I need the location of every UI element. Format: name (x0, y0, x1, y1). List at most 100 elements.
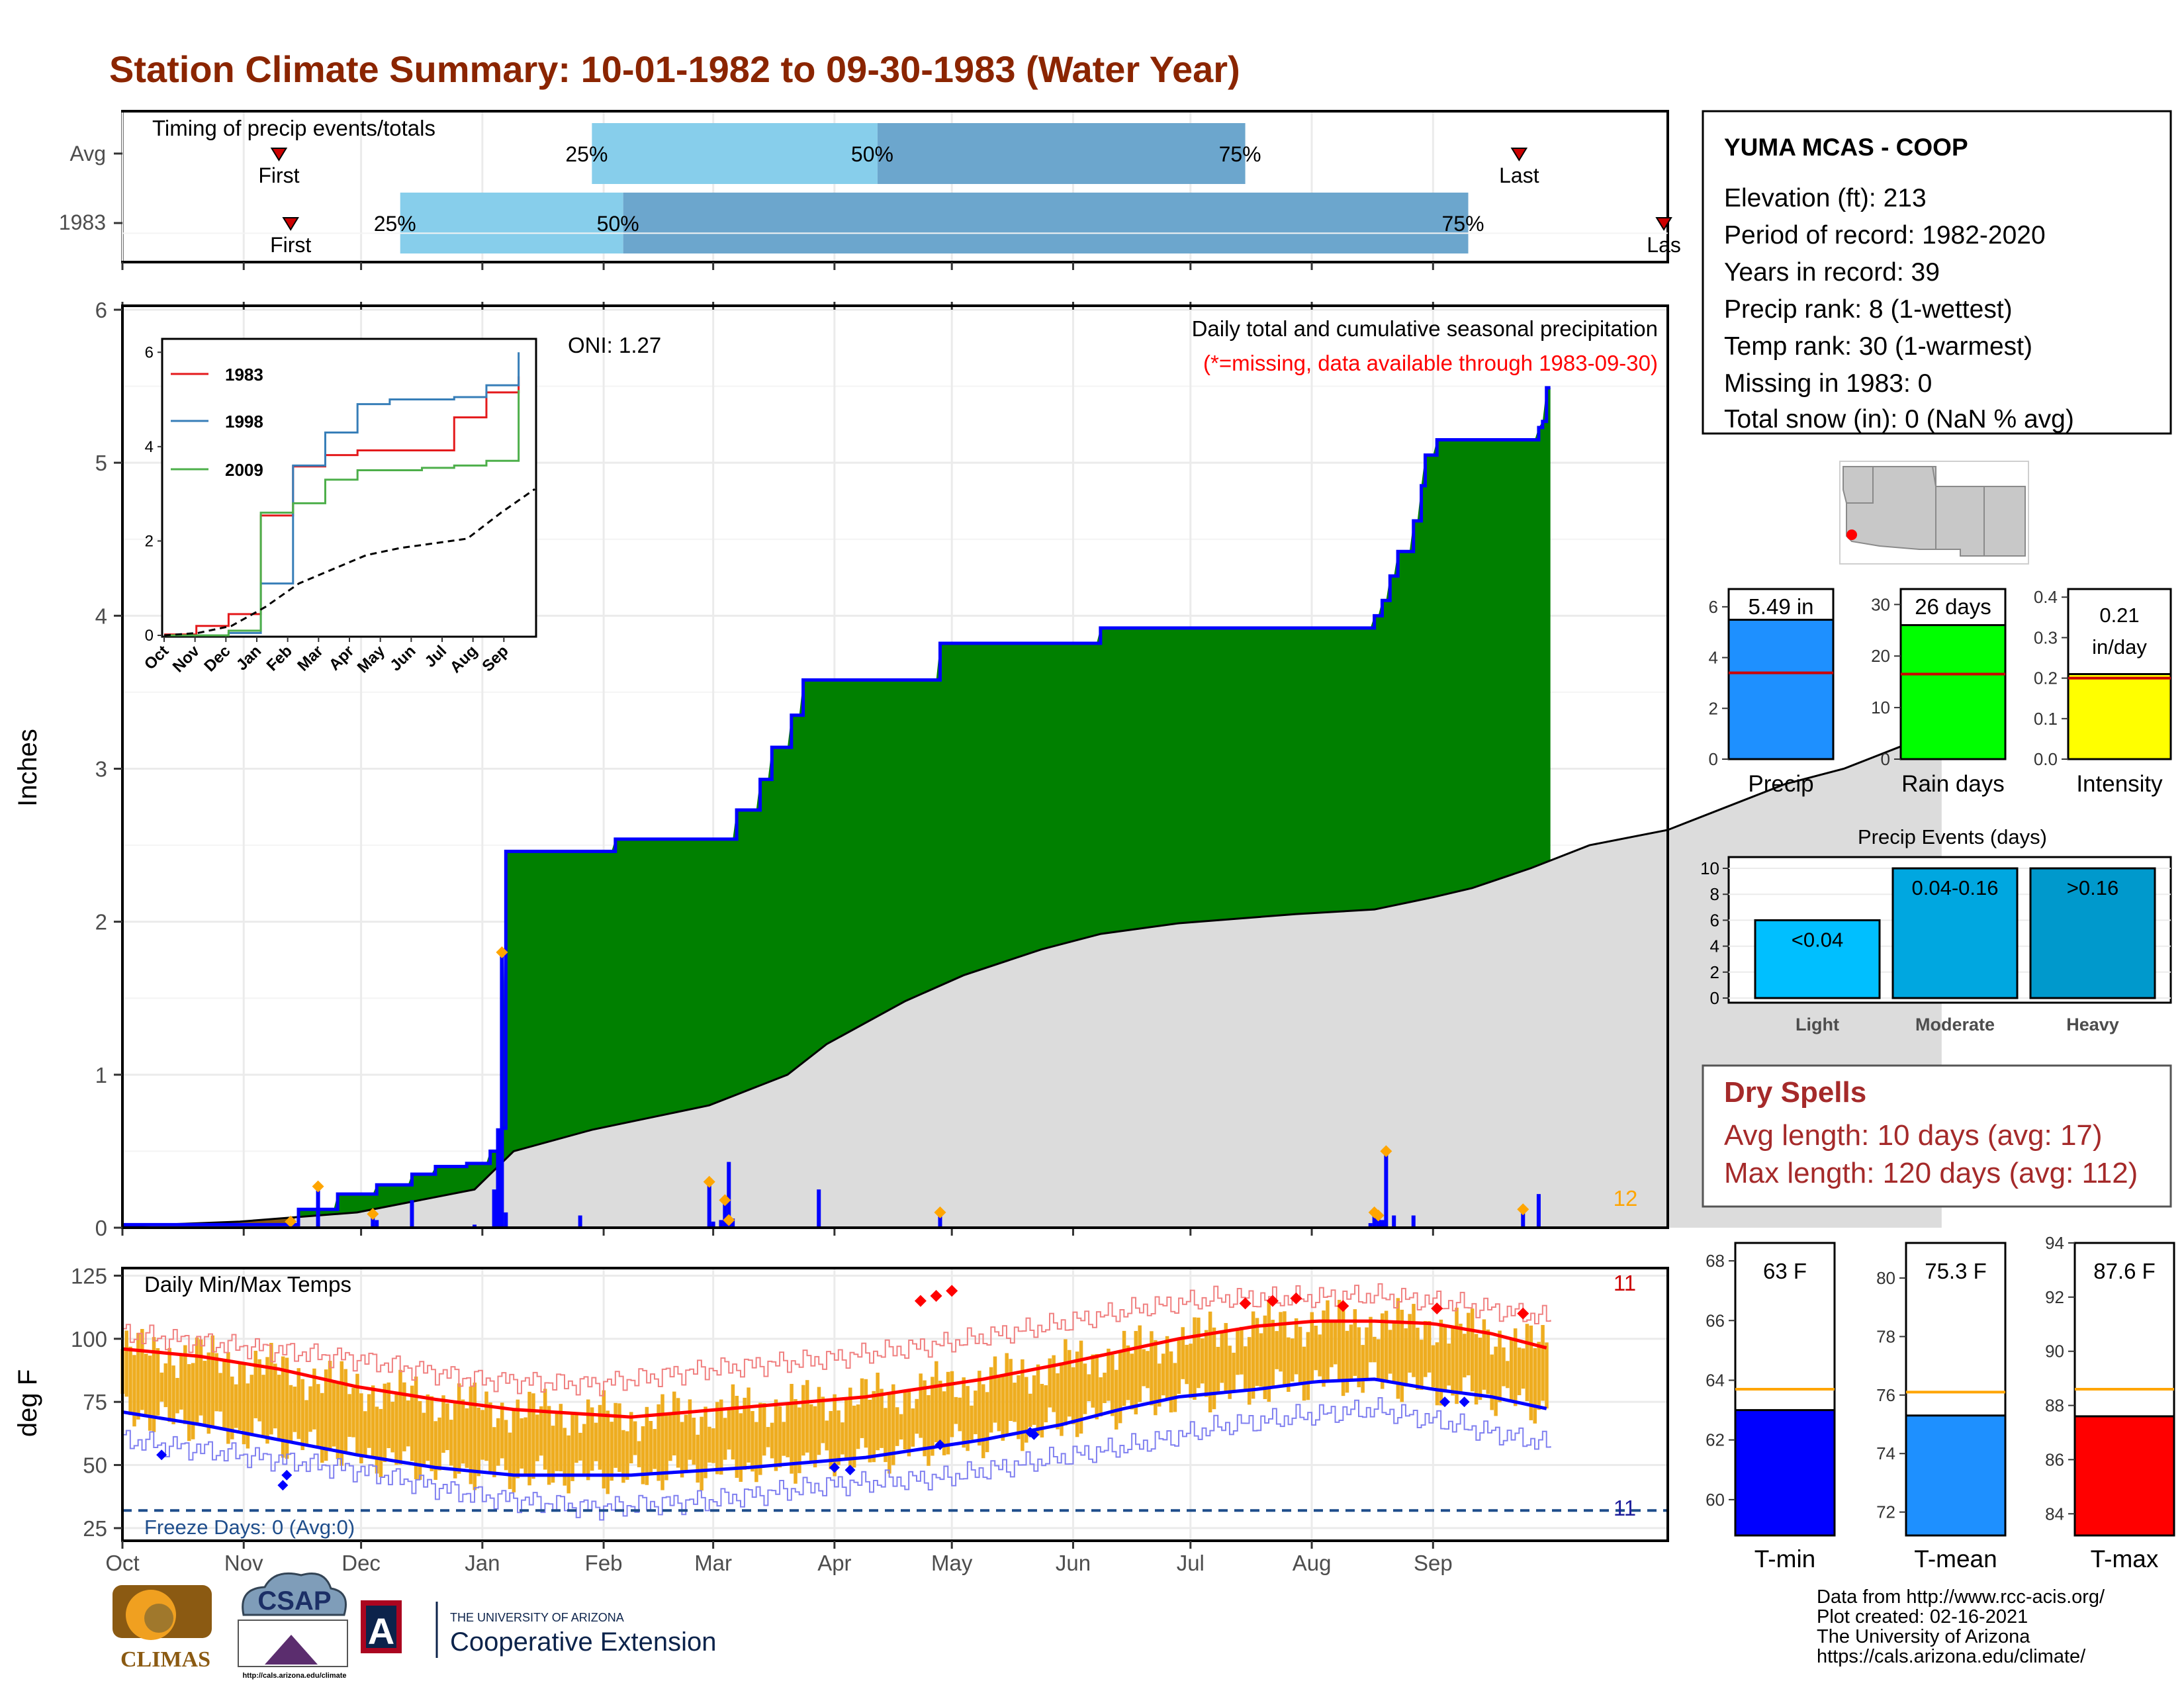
daily-temp-bar (1193, 1317, 1197, 1400)
daily-temp-bar (308, 1386, 312, 1432)
daily-temp-bar (1478, 1338, 1482, 1400)
daily-temp-bar (590, 1407, 594, 1471)
daily-precip-marker (719, 1194, 731, 1207)
daily-temp-bar (551, 1426, 555, 1483)
daily-temp-bar (477, 1407, 480, 1477)
daily-temp-bar (770, 1422, 774, 1459)
ua-logo-letter: A (368, 1610, 394, 1652)
daily-temp-bar (488, 1402, 492, 1475)
station-info-frame (1702, 110, 2172, 435)
daily-temp-bar (602, 1390, 606, 1488)
events-bar-moderate (1891, 867, 2019, 999)
daily-temp-bar (1326, 1300, 1330, 1383)
daily-temp-bar (336, 1382, 340, 1459)
daily-temp-bar (676, 1398, 680, 1468)
daily-temp-bar (527, 1391, 531, 1486)
daily-temp-bar (520, 1418, 523, 1469)
timing-label-last: Last (1499, 163, 1539, 187)
mini-bar-tick-label: 0.0 (2034, 749, 2058, 769)
daily-temp-bar (962, 1377, 966, 1448)
daily-temp-bar (1177, 1340, 1181, 1394)
daily-temp-bar (406, 1400, 410, 1447)
daily-temp-bar (1431, 1345, 1435, 1388)
daily-temp-bar (375, 1406, 379, 1474)
daily-temp-bar (1435, 1342, 1439, 1406)
daily-temp-bar (1126, 1345, 1130, 1400)
daily-temp-bar (1525, 1324, 1529, 1401)
daily-temp-bar (1322, 1310, 1326, 1387)
daily-temp-bar (1455, 1307, 1459, 1404)
record-low-marker (1459, 1396, 1470, 1408)
ua-logo: A Cooperative Extension THE UNIVERSITY O… (361, 1600, 716, 1658)
ua-logo-inner (366, 1606, 396, 1648)
climas-logo-text: CLIMAS (120, 1647, 210, 1672)
timing-panel: Timing of precip events/totals 25% 50% 75%… (59, 110, 1681, 270)
mini-bar-value-text-2: 0.21 (2099, 604, 2139, 627)
temp-bar-tick-label: 90 (2045, 1342, 2064, 1361)
daily-temp-bar (829, 1410, 833, 1469)
daily-temp-bar (1427, 1321, 1432, 1373)
daily-temp-bar (1255, 1318, 1259, 1387)
daily-temp-bar (1263, 1315, 1267, 1399)
daily-temp-bar (191, 1363, 195, 1440)
daily-temp-bar (711, 1428, 715, 1463)
daily-temp-bar (140, 1328, 144, 1410)
daily-precip-bar (1536, 1194, 1541, 1228)
temp-panel-title: Daily Min/Max Temps (144, 1272, 351, 1297)
daily-temp-bar (1337, 1299, 1342, 1381)
daily-temp-bar (653, 1429, 657, 1469)
daily-temp-bar (574, 1412, 578, 1463)
daily-temp-bar (496, 1418, 500, 1466)
cumulative-1983-line (122, 386, 1551, 1226)
daily-temp-bar (1490, 1354, 1494, 1410)
record-low-marker (829, 1462, 840, 1473)
daily-temp-bar (794, 1398, 797, 1484)
daily-temp-bar (876, 1373, 880, 1451)
daily-temp-bar (320, 1393, 324, 1463)
month-label-mar: Mar (694, 1551, 732, 1575)
record-high-marker (946, 1285, 958, 1297)
daily-temp-bar (1087, 1374, 1091, 1402)
daily-temp-bar (1287, 1337, 1291, 1393)
temp-bar-tick-label: 74 (1876, 1443, 1895, 1463)
state-shapes (1843, 466, 2026, 557)
station-snow: Total snow (in): 0 (NaN % avg) (1724, 405, 2074, 434)
temp-bar-tick-label: 80 (1876, 1268, 1895, 1288)
daily-temp-bar (598, 1404, 602, 1470)
daily-temp-bar (1091, 1354, 1095, 1408)
freeze-days-label: Freeze Days: 0 (Avg:0) (144, 1516, 355, 1539)
csap-logo-url: http://cals.arizona.edu/climate (242, 1672, 346, 1680)
daily-temp-bar (1111, 1354, 1115, 1416)
daily-precip-bar (817, 1189, 821, 1228)
daily-temp-bar (1396, 1298, 1400, 1399)
ua-logo-line1: Cooperative Extension (450, 1627, 716, 1657)
daily-precip-bar (707, 1181, 711, 1228)
daily-temp-bar (281, 1356, 285, 1458)
daily-temp-bar (449, 1420, 453, 1466)
inset-y-tick-label: 4 (145, 438, 154, 456)
daily-temp-bar (124, 1330, 128, 1397)
month-label-may: May (931, 1551, 973, 1575)
daily-temp-bar (394, 1391, 398, 1465)
daily-temp-bar (958, 1397, 962, 1432)
daily-temp-bar (723, 1418, 727, 1460)
daily-precip-bar (504, 1212, 508, 1228)
daily-temp-bar (715, 1402, 719, 1475)
daily-temp-bar (144, 1353, 148, 1416)
timing-label-75: 75% (1219, 142, 1261, 166)
inset-legend-label-1998: 1998 (225, 412, 263, 432)
daily-temp-bar (1470, 1308, 1475, 1392)
daily-temp-bar (915, 1398, 919, 1434)
daily-temp-bar (1114, 1369, 1118, 1430)
precip-events-chart: Precip Events (days) 0 2 4 6 8 10 <0.04 Light 0.… (1700, 825, 2172, 1034)
daily-temp-bar (1056, 1373, 1060, 1430)
daily-temp-bar (210, 1335, 214, 1426)
oni-label: ONI: 1.27 (568, 333, 661, 357)
daily-temp-bar (261, 1375, 265, 1438)
daily-temp-bar (1408, 1314, 1412, 1373)
station-precip-rank: Precip rank: 8 (1-wettest) (1724, 295, 2013, 324)
record-low-marker (281, 1469, 293, 1481)
daily-precip-marker (723, 1214, 735, 1226)
record-max-line (122, 1283, 1551, 1396)
month-label-jun: Jun (1056, 1551, 1091, 1575)
